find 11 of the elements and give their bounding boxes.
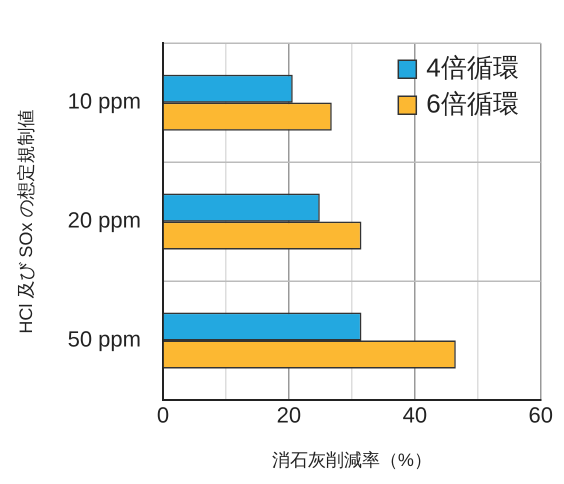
legend-label: 6倍循環 (426, 88, 519, 118)
x-axis-title: 消石灰削減率（%） (272, 450, 432, 470)
x-tick-label: 20 (276, 402, 302, 428)
y-tick-label: 10 ppm (68, 88, 141, 114)
x-tick-label: 60 (528, 402, 554, 428)
x-tick-label: 40 (402, 402, 428, 428)
y-axis-title: HCl 及び SOx の想定規制値 (16, 110, 36, 334)
legend-label: 4倍循環 (426, 52, 519, 82)
y-tick-label: 20 ppm (68, 208, 141, 233)
y-tick-label: 50 ppm (68, 326, 141, 352)
x-tick-label: 0 (156, 402, 170, 428)
